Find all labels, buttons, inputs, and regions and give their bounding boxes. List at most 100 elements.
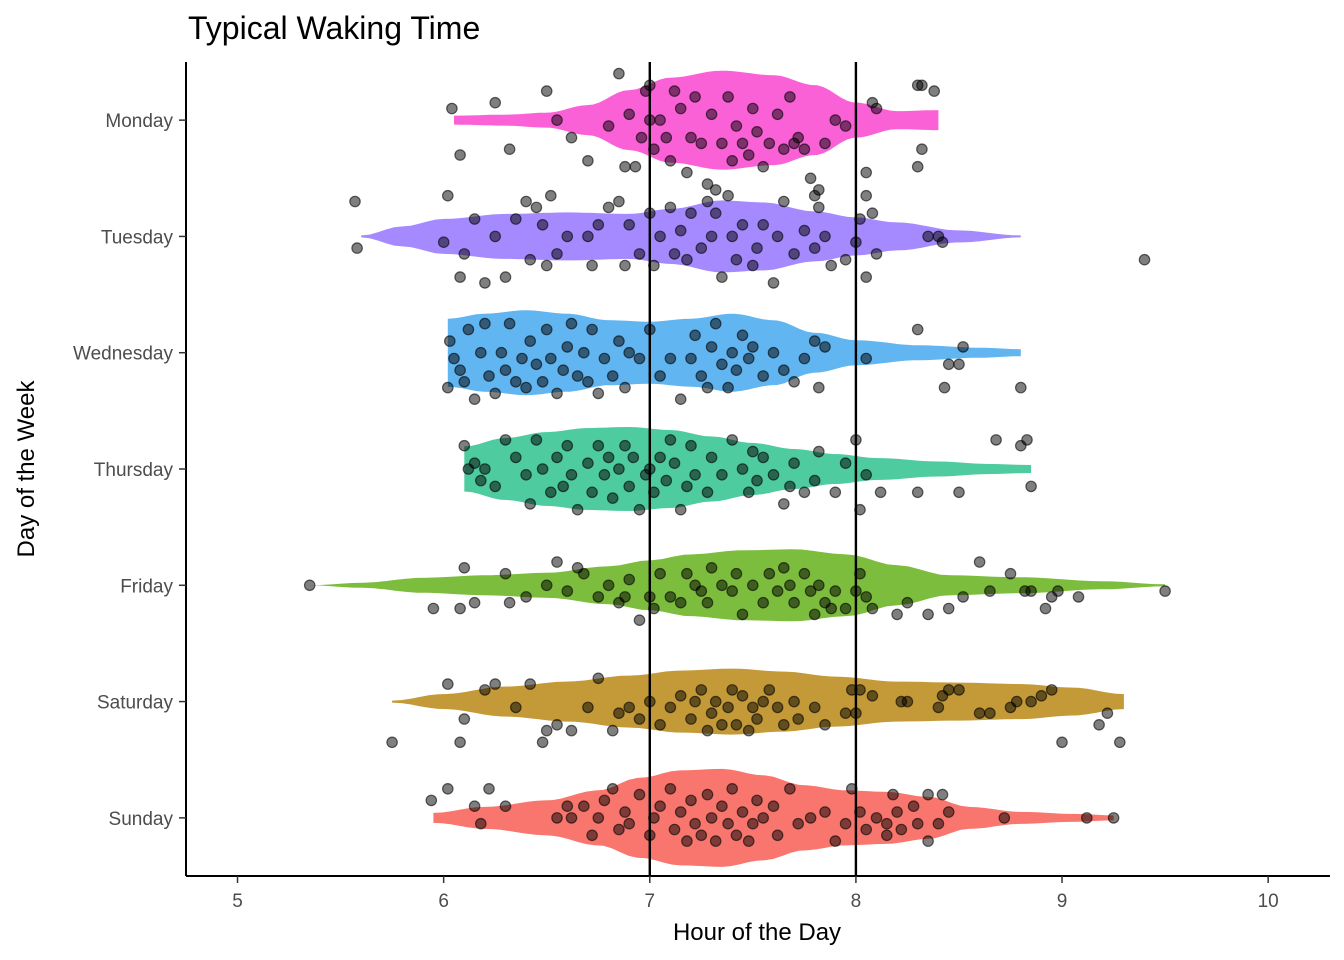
point-saturday-13 xyxy=(592,672,605,685)
point-sunday-46 xyxy=(829,835,842,847)
point-friday-19 xyxy=(643,591,656,603)
point-thursday-41 xyxy=(705,451,718,464)
point-saturday-61 xyxy=(1045,684,1058,696)
point-wednesday-54 xyxy=(757,370,769,382)
point-sunday-31 xyxy=(716,800,728,812)
point-tuesday-1 xyxy=(349,195,361,208)
point-tuesday-12 xyxy=(524,253,536,266)
point-wednesday-9 xyxy=(483,370,495,382)
point-wednesday-30 xyxy=(592,387,605,400)
point-tuesday-31 xyxy=(668,248,681,260)
point-thursday-66 xyxy=(1021,434,1033,446)
point-thursday-33 xyxy=(660,474,673,487)
point-saturday-27 xyxy=(709,695,722,708)
point-saturday-17 xyxy=(633,713,646,725)
point-friday-55 xyxy=(942,602,955,615)
point-sunday-33 xyxy=(726,782,738,795)
point-friday-5 xyxy=(499,567,512,580)
point-sunday-29 xyxy=(705,812,718,824)
point-saturday-14 xyxy=(606,724,619,737)
point-monday-24 xyxy=(685,131,697,144)
point-friday-54 xyxy=(922,608,934,621)
point-friday-6 xyxy=(503,596,516,609)
point-wednesday-64 xyxy=(938,381,951,394)
point-tuesday-11 xyxy=(520,195,532,208)
point-saturday-43 xyxy=(819,718,831,731)
point-wednesday-10 xyxy=(489,387,501,400)
point-monday-44 xyxy=(792,131,804,144)
point-saturday-30 xyxy=(726,684,738,696)
point-wednesday-60 xyxy=(812,381,825,394)
point-tuesday-3 xyxy=(441,189,454,202)
point-wednesday-15 xyxy=(516,352,528,365)
point-friday-22 xyxy=(664,591,677,603)
point-thursday-55 xyxy=(812,445,825,458)
point-sunday-4 xyxy=(483,782,495,795)
point-tuesday-35 xyxy=(695,242,708,254)
point-monday-9 xyxy=(613,67,625,80)
point-tuesday-5 xyxy=(458,248,471,260)
point-monday-34 xyxy=(736,137,749,150)
point-saturday-35 xyxy=(751,713,763,725)
point-monday-33 xyxy=(730,120,743,132)
point-friday-26 xyxy=(695,585,708,597)
point-tuesday-16 xyxy=(544,189,557,202)
point-wednesday-27 xyxy=(577,346,590,359)
point-wednesday-33 xyxy=(613,335,625,347)
point-saturday-55 xyxy=(973,707,986,719)
y-tick-label-sunday: Sunday xyxy=(109,809,174,830)
point-wednesday-41 xyxy=(685,352,697,365)
point-friday-31 xyxy=(730,567,743,580)
point-friday-2 xyxy=(454,602,466,615)
point-saturday-34 xyxy=(746,701,759,714)
chart-title: Typical Waking Time xyxy=(188,10,480,46)
point-sunday-22 xyxy=(668,823,681,836)
point-monday-51 xyxy=(839,120,852,132)
y-tick-label-friday: Friday xyxy=(120,576,173,597)
point-tuesday-30 xyxy=(664,201,677,214)
y-tick-label-wednesday: Wednesday xyxy=(73,344,173,365)
point-wednesday-28 xyxy=(582,375,594,388)
point-thursday-12 xyxy=(544,486,557,499)
point-sunday-54 xyxy=(891,806,903,818)
point-tuesday-24 xyxy=(619,259,631,272)
point-wednesday-35 xyxy=(623,346,635,359)
x-tick-label-9: 9 xyxy=(1057,891,1068,912)
point-friday-50 xyxy=(860,591,872,603)
point-saturday-36 xyxy=(757,695,769,708)
point-monday-19 xyxy=(660,131,673,144)
point-friday-56 xyxy=(957,591,969,603)
point-tuesday-46 xyxy=(757,219,769,231)
point-wednesday-62 xyxy=(860,352,872,365)
point-wednesday-59 xyxy=(808,335,821,347)
point-saturday-6 xyxy=(509,701,522,714)
point-tuesday-58 xyxy=(854,213,866,225)
point-tuesday-8 xyxy=(489,230,501,243)
y-tick-label-tuesday: Tuesday xyxy=(101,227,174,248)
point-thursday-35 xyxy=(668,457,681,469)
point-sunday-47 xyxy=(839,817,852,830)
point-tuesday-50 xyxy=(788,248,800,260)
violin-sunday xyxy=(433,768,1114,867)
point-tuesday-59 xyxy=(860,271,872,283)
point-tuesday-33 xyxy=(681,253,693,266)
point-wednesday-56 xyxy=(777,364,790,376)
point-wednesday-32 xyxy=(606,370,619,382)
point-saturday-54 xyxy=(953,684,965,696)
point-friday-1 xyxy=(427,602,440,615)
x-tick-label-7: 7 xyxy=(644,891,655,912)
violin-friday xyxy=(309,549,1166,622)
point-wednesday-29 xyxy=(586,323,598,336)
point-friday-9 xyxy=(551,556,563,568)
point-saturday-39 xyxy=(777,718,790,731)
y-tick-label-monday: Monday xyxy=(105,111,173,132)
point-friday-39 xyxy=(788,596,800,609)
x-tick-label-5: 5 xyxy=(232,891,243,912)
point-sunday-55 xyxy=(895,823,908,836)
point-sunday-52 xyxy=(880,829,893,842)
point-tuesday-42 xyxy=(730,253,743,266)
point-tuesday-17 xyxy=(551,248,563,260)
point-wednesday-67 xyxy=(953,358,965,371)
point-saturday-8 xyxy=(536,736,549,749)
point-monday-3 xyxy=(503,143,516,155)
